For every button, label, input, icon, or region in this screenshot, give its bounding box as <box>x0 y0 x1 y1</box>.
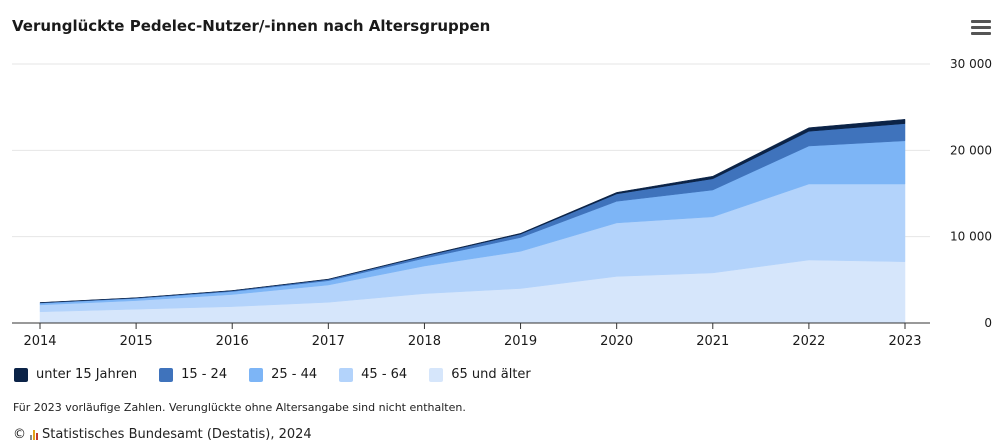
legend-label: 15 - 24 <box>181 367 228 382</box>
legend-item[interactable]: 65 und älter <box>429 367 531 382</box>
legend-item[interactable]: 25 - 44 <box>249 367 317 382</box>
legend-item[interactable]: unter 15 Jahren <box>14 367 137 382</box>
chart-title: Verunglückte Pedelec-Nutzer/-innen nach … <box>12 17 491 35</box>
legend-swatch <box>159 367 174 382</box>
x-tick-label: 2015 <box>120 334 153 349</box>
x-tick-label: 2018 <box>408 334 441 349</box>
x-tick-label: 2021 <box>696 334 729 349</box>
series-areas <box>39 119 906 324</box>
source-text: Statistisches Bundesamt (Destatis), 2024 <box>42 427 312 442</box>
legend-swatch <box>339 367 354 382</box>
x-tick-label: 2016 <box>216 334 249 349</box>
x-tick-label: 2014 <box>23 334 56 349</box>
copyright-symbol: © <box>13 427 26 442</box>
x-tick-label: 2020 <box>600 334 633 349</box>
legend-label: 45 - 64 <box>361 367 408 382</box>
destatis-logo-icon <box>30 429 38 440</box>
y-tick-label: 10 000 <box>950 230 992 244</box>
hamburger-menu-icon[interactable] <box>971 20 991 36</box>
x-tick-label: 2023 <box>888 334 921 349</box>
footnote: Für 2023 vorläufige Zahlen. Verunglückte… <box>13 401 466 414</box>
legend-item[interactable]: 45 - 64 <box>339 367 407 382</box>
y-tick-label: 30 000 <box>950 57 992 71</box>
y-tick-label: 0 <box>984 316 992 330</box>
legend-label: 65 und älter <box>451 367 531 382</box>
legend-label: 25 - 44 <box>271 367 318 382</box>
legend-swatch <box>429 367 444 382</box>
x-tick-label: 2017 <box>312 334 345 349</box>
y-axis: 0 10 000 20 000 30 000 <box>950 57 992 330</box>
legend-item[interactable]: 15 - 24 <box>159 367 227 382</box>
x-axis: 2014 2015 2016 2017 2018 2019 2020 2021 2022 2023 <box>12 322 930 349</box>
area-chart: 2014 2015 2016 2017 2018 2019 2020 2021 2022 2023… <box>12 57 992 349</box>
legend-swatch <box>249 367 264 382</box>
y-tick-label: 20 000 <box>950 143 992 157</box>
x-tick-label: 2022 <box>792 334 825 349</box>
source-line: © Statistisches Bundesamt (Destatis), 20… <box>13 427 312 442</box>
x-tick-label: 2019 <box>504 334 537 349</box>
legend-label: unter 15 Jahren <box>36 367 138 382</box>
area-series-unter-15-jahren <box>39 119 906 303</box>
legend-swatch <box>14 367 28 382</box>
legend: unter 15 Jahren 15 - 24 25 - 44 45 - 64 65 u… <box>14 367 531 382</box>
